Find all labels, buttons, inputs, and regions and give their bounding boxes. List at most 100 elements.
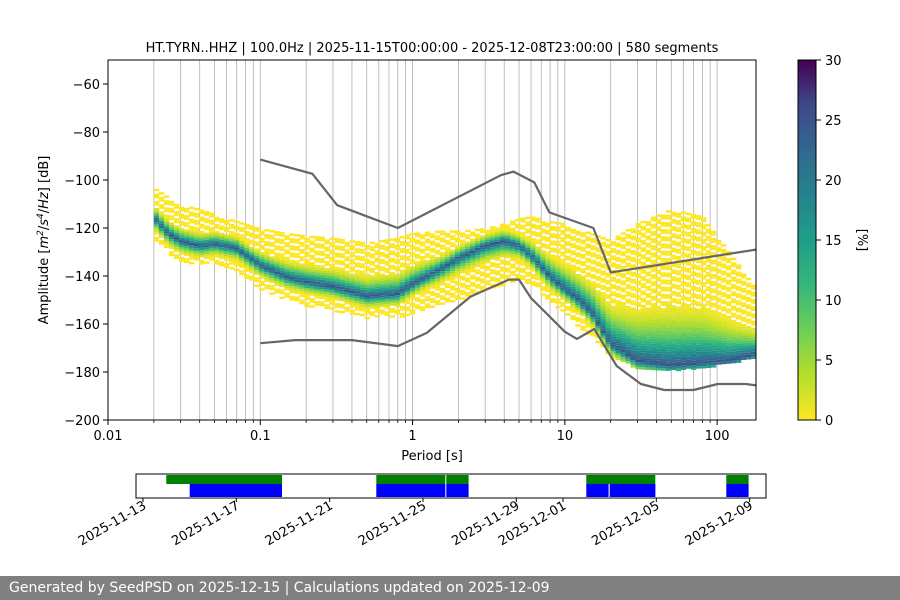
psd-cell [715, 263, 722, 267]
psd-cell [459, 282, 466, 286]
psd-cell [610, 336, 616, 340]
psd-cell [349, 281, 355, 284]
psd-cell [369, 311, 376, 314]
psd-cell [695, 215, 702, 218]
psd-cell [675, 248, 682, 252]
psd-cell [585, 281, 591, 285]
psd-cell [545, 229, 551, 233]
psd-cell [730, 293, 737, 297]
psd-cell [224, 234, 230, 237]
psd-cell [550, 242, 556, 246]
psd-cell [750, 335, 756, 338]
psd-cell [279, 277, 285, 280]
psd-cell [324, 285, 330, 288]
psd-cell [299, 270, 305, 274]
psd-cell [705, 224, 712, 227]
psd-cell [645, 348, 652, 351]
psd-cell [414, 306, 421, 310]
psd-cell [249, 242, 255, 245]
psd-cell [199, 216, 205, 219]
psd-cell [690, 273, 697, 277]
psd-cell [580, 270, 586, 274]
psd-cell [660, 368, 667, 371]
psd-cell [635, 364, 641, 367]
psd-cell [650, 266, 657, 270]
psd-cell [735, 353, 742, 356]
psd-cell [520, 234, 526, 237]
psd-cell [480, 252, 486, 255]
psd-cell [284, 271, 290, 274]
psd-cell [329, 266, 335, 269]
psd-cell [550, 298, 556, 301]
psd-cell [705, 348, 712, 352]
psd-cell [485, 253, 491, 257]
psd-cell [344, 256, 350, 259]
psd-cell [444, 240, 451, 243]
psd-cell [555, 306, 561, 309]
psd-cell [700, 330, 707, 333]
psd-cell [354, 255, 360, 258]
psd-cell [615, 285, 621, 289]
psd-cell [429, 240, 436, 244]
psd-cell [324, 280, 330, 283]
psd-cell [193, 253, 200, 256]
psd-cell [369, 253, 376, 256]
psd-cell [234, 225, 240, 228]
psd-cell [745, 306, 752, 310]
psd-cell [439, 290, 446, 293]
psd-cell [158, 228, 165, 231]
psd-cell [735, 286, 742, 289]
psd-cell [490, 226, 496, 229]
psd-cell [590, 262, 596, 265]
psd-cell [324, 263, 330, 266]
psd-cell [480, 257, 486, 260]
psd-cell [244, 264, 250, 268]
psd-cell [349, 254, 355, 258]
psd-cell [695, 243, 702, 247]
psd-cell [540, 281, 546, 284]
psd-cell [630, 341, 636, 344]
psd-cell [389, 310, 396, 313]
psd-cell [570, 300, 576, 304]
psd-cell [490, 247, 496, 251]
psd-cell [319, 277, 325, 280]
psd-cell [409, 292, 416, 296]
psd-cell [334, 240, 340, 243]
psd-cell [660, 296, 667, 299]
psd-cell [409, 297, 416, 301]
psd-cell [414, 289, 421, 293]
psd-cell [620, 258, 626, 262]
psd-cell [495, 270, 501, 273]
psd-cell [214, 233, 220, 236]
psd-cell [279, 234, 285, 237]
psd-cell [590, 274, 596, 277]
psd-cell [665, 313, 672, 316]
psd-cell [389, 291, 396, 294]
psd-cell [193, 241, 200, 244]
psd-cell [605, 296, 611, 299]
psd-cell [645, 321, 652, 325]
psd-cell [665, 246, 672, 249]
psd-cell [605, 274, 611, 278]
psd-cell [700, 315, 707, 319]
psd-cell [284, 266, 290, 269]
psd-cell [505, 255, 511, 259]
psd-cell [525, 255, 531, 258]
psd-cell [495, 241, 501, 245]
psd-cell [224, 243, 230, 247]
psd-cell [389, 288, 396, 292]
psd-cell [414, 270, 421, 274]
colorbar [797, 59, 817, 421]
psd-cell [690, 228, 697, 231]
psd-cell [615, 314, 621, 318]
psd-cell [560, 246, 566, 250]
psd-cell [495, 236, 501, 240]
psd-cell [615, 293, 621, 296]
psd-cell [319, 275, 325, 278]
psd-cell [168, 224, 175, 228]
psd-cell [289, 283, 295, 287]
psd-cell [665, 250, 672, 254]
psd-cell [209, 248, 215, 252]
psd-cell [620, 321, 626, 324]
psd-cell [590, 288, 596, 291]
